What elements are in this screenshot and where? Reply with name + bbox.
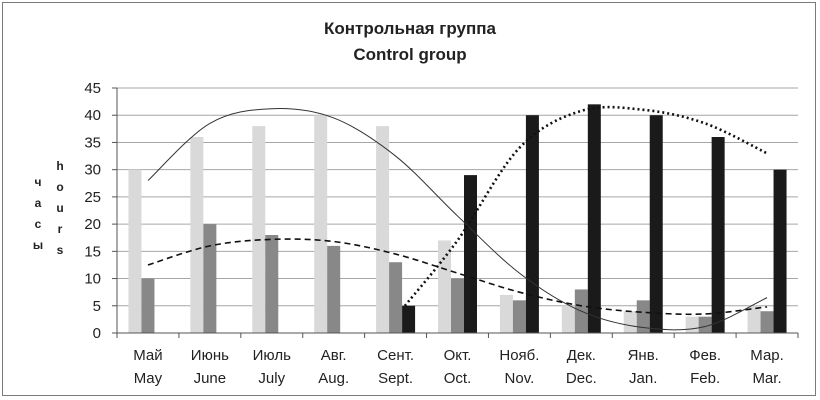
x-category-label-en: Mar.: [752, 370, 781, 387]
bar: [773, 169, 787, 333]
y-axis-label-en-char: o: [56, 180, 63, 194]
chart-title-en: Control group: [353, 45, 466, 64]
x-category-label-ru: Авг.: [321, 347, 347, 364]
x-category-label-en: Jan.: [629, 370, 657, 387]
bar: [252, 126, 266, 333]
bar: [636, 300, 650, 333]
y-tick-label: 30: [84, 162, 101, 179]
y-axis-label-ru-char: ы: [33, 238, 43, 252]
bar: [698, 316, 712, 333]
bar: [649, 115, 663, 333]
x-category-label-ru: Окт.: [444, 347, 472, 364]
x-category-label-en: Oct.: [444, 370, 472, 387]
x-category-label-ru: Июль: [253, 347, 291, 364]
x-category-label-en: Dec.: [566, 370, 597, 387]
x-category-label-en: May: [134, 370, 163, 387]
y-tick-label: 10: [84, 271, 101, 288]
bar: [128, 169, 142, 333]
bar: [438, 240, 451, 333]
x-category-label-en: Sept.: [378, 370, 413, 387]
y-tick-labels: 0 5 10 15 20 25 30 35 40 45: [84, 80, 101, 342]
bar: [623, 311, 637, 333]
y-axis-label-en-char: h: [56, 159, 63, 173]
y-axis-label-ru-char: с: [35, 217, 42, 231]
y-axis-label-en-char: u: [56, 201, 63, 215]
y-tick-label: 5: [93, 298, 101, 315]
bar: [402, 305, 416, 333]
x-category-label-ru: Июнь: [191, 347, 229, 364]
trendlines: [147, 105, 768, 331]
y-axis-label-ru-char: ч: [35, 175, 42, 189]
bar: [512, 300, 526, 333]
y-tick-label: 40: [84, 107, 101, 124]
y-tick-label: 25: [84, 189, 101, 206]
y-tick-label: 20: [84, 216, 101, 233]
bar: [464, 175, 477, 333]
trendline-solid: [147, 108, 768, 331]
bar: [451, 278, 464, 333]
bar: [141, 278, 155, 333]
x-category-label-en: July: [258, 370, 285, 387]
bar: [587, 104, 601, 333]
x-category-label-ru: Янв.: [628, 347, 659, 364]
x-category-label-ru: Май: [133, 347, 162, 364]
bar: [389, 262, 403, 333]
bar: [203, 224, 217, 333]
y-axis-label-en-char: r: [58, 222, 63, 236]
bar: [190, 137, 204, 333]
bar: [376, 126, 390, 333]
bar: [327, 245, 341, 333]
bar: [685, 316, 699, 333]
x-category-label-ru: Нояб.: [499, 347, 539, 364]
x-category-label-ru: Фев.: [689, 347, 721, 364]
bar: [760, 311, 774, 333]
bars: [128, 104, 787, 333]
bar: [747, 305, 761, 333]
x-category-label-ru: Дек.: [567, 347, 596, 364]
axes: [112, 87, 799, 338]
y-tick-label: 45: [84, 80, 101, 97]
y-tick-label: 35: [84, 134, 101, 151]
bar: [265, 235, 279, 333]
bar: [711, 137, 725, 333]
y-axis-label-ru-char: а: [35, 196, 42, 210]
y-axis-label-en-char: s: [57, 243, 64, 257]
x-category-label-en: June: [194, 370, 227, 387]
x-category-label-en: Aug.: [318, 370, 349, 387]
bar: [561, 305, 575, 333]
y-tick-label: 15: [84, 243, 101, 260]
x-category-label-en: Feb.: [690, 370, 720, 387]
bar: [499, 294, 513, 333]
trendline-dashed: [147, 238, 768, 316]
bar: [525, 115, 539, 333]
chart-title-ru: Контрольная группа: [324, 19, 497, 38]
x-category-label-en: Nov.: [505, 370, 535, 387]
x-category-labels: Май May Июнь June Июль July Авг. Aug. Сент. Sept.…: [133, 347, 784, 387]
bar: [314, 115, 328, 333]
x-category-label-ru: Мар.: [750, 347, 784, 364]
y-tick-label: 0: [93, 325, 101, 342]
x-category-label-ru: Сент.: [377, 347, 414, 364]
